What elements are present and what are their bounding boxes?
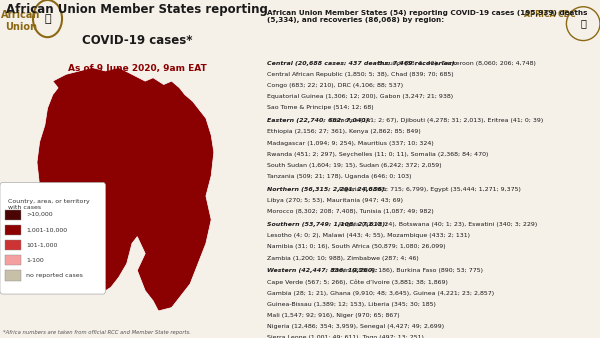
Text: Benin (288; 4; 186), Burkina Faso (890; 53; 775): Benin (288; 4; 186), Burkina Faso (890; … xyxy=(328,268,483,273)
Text: Equatorial Guinea (1,306; 12; 200), Gabon (3,247; 21; 938): Equatorial Guinea (1,306; 12; 200), Gabo… xyxy=(268,94,454,99)
Text: Northern (56,315; 2,291; 24,686):: Northern (56,315; 2,291; 24,686): xyxy=(268,187,388,192)
Text: Madagascar (1,094; 9; 254), Mauritius (337; 10; 324): Madagascar (1,094; 9; 254), Mauritius (3… xyxy=(268,141,434,146)
Text: Libya (270; 5; 53), Mauritania (947; 43; 69): Libya (270; 5; 53), Mauritania (947; 43;… xyxy=(268,198,403,203)
Text: Tanzania (509; 21; 178), Uganda (646; 0; 103): Tanzania (509; 21; 178), Uganda (646; 0;… xyxy=(268,174,412,179)
Text: Rwanda (451; 2; 297), Seychelles (11; 0; 11), Somalia (2,368; 84; 470): Rwanda (451; 2; 297), Seychelles (11; 0;… xyxy=(268,152,489,157)
Text: Mali (1,547; 92; 916), Niger (970; 65; 867): Mali (1,547; 92; 916), Niger (970; 65; 8… xyxy=(268,313,400,318)
Text: 🌍: 🌍 xyxy=(580,19,586,29)
Text: Sierra Leone (1,001; 49; 611), Togo (497; 13; 251): Sierra Leone (1,001; 49; 611), Togo (497… xyxy=(268,335,424,338)
Text: Central (20,688 cases; 437 deaths; 7,469 recoveries):: Central (20,688 cases; 437 deaths; 7,469… xyxy=(268,61,457,66)
Text: Namibia (31; 0; 16), South Africa (50,879; 1,080; 26,099): Namibia (31; 0; 16), South Africa (50,87… xyxy=(268,244,446,249)
FancyBboxPatch shape xyxy=(5,210,21,220)
Text: 1-100: 1-100 xyxy=(26,258,44,263)
Text: *Africa numbers are taken from official RCC and Member State reports.: *Africa numbers are taken from official … xyxy=(2,330,191,335)
FancyBboxPatch shape xyxy=(0,183,106,294)
Text: Burundi (83; 1; 45), Cameroon (8,060; 206; 4,748): Burundi (83; 1; 45), Cameroon (8,060; 20… xyxy=(374,61,536,66)
Text: 101-1,000: 101-1,000 xyxy=(26,243,58,247)
Text: Ethiopia (2,156; 27; 361), Kenya (2,862; 85; 849): Ethiopia (2,156; 27; 361), Kenya (2,862;… xyxy=(268,129,421,135)
Text: Algeria (10,265; 715; 6,799), Egypt (35,444; 1,271; 9,375): Algeria (10,265; 715; 6,799), Egypt (35,… xyxy=(334,187,521,192)
Text: Sao Tome & Principe (514; 12; 68): Sao Tome & Principe (514; 12; 68) xyxy=(268,105,374,111)
Text: Country, area, or territory
with cases: Country, area, or territory with cases xyxy=(8,199,89,210)
Text: Guinea-Bissau (1,389; 12; 153), Liberia (345; 30; 185): Guinea-Bissau (1,389; 12; 153), Liberia … xyxy=(268,302,436,307)
Text: Cape Verde (567; 5; 266), Côte d’Ivoire (3,881; 38; 1,869): Cape Verde (567; 5; 266), Côte d’Ivoire … xyxy=(268,280,448,285)
FancyBboxPatch shape xyxy=(5,240,21,250)
Text: Western (42,447; 836; 19,260):: Western (42,447; 836; 19,260): xyxy=(268,268,378,273)
Text: Eastern (22,740; 662; 7,040):: Eastern (22,740; 662; 7,040): xyxy=(268,118,371,123)
Text: 1,001-10,000: 1,001-10,000 xyxy=(26,227,68,232)
Text: Nigeria (12,486; 354; 3,959), Senegal (4,427; 49; 2,699): Nigeria (12,486; 354; 3,959), Senegal (4… xyxy=(268,324,445,329)
Polygon shape xyxy=(37,68,214,311)
Text: Congo (683; 22; 210), DRC (4,106; 88; 537): Congo (683; 22; 210), DRC (4,106; 88; 53… xyxy=(268,83,403,88)
Text: As of 9 June 2020, 9am EAT: As of 9 June 2020, 9am EAT xyxy=(68,64,206,73)
Text: African Union Member States reporting: African Union Member States reporting xyxy=(7,3,268,16)
Text: Gambia (28; 1; 21), Ghana (9,910; 48; 3,645), Guinea (4,221; 23; 2,857): Gambia (28; 1; 21), Ghana (9,910; 48; 3,… xyxy=(268,291,494,296)
Text: Comoros (141; 2; 67), Djibouti (4,278; 31; 2,013), Eritrea (41; 0; 39): Comoros (141; 2; 67), Djibouti (4,278; 3… xyxy=(326,118,543,123)
Text: South Sudan (1,604; 19; 15), Sudan (6,242; 372; 2,059): South Sudan (1,604; 19; 15), Sudan (6,24… xyxy=(268,163,442,168)
Text: African
Union: African Union xyxy=(1,10,41,32)
Text: Zambia (1,200; 10; 988), Zimbabwe (287; 4; 46): Zambia (1,200; 10; 988), Zimbabwe (287; … xyxy=(268,256,419,261)
FancyBboxPatch shape xyxy=(5,225,21,235)
FancyBboxPatch shape xyxy=(5,270,21,281)
Text: Southern (53,749; 1,108; 27,613):: Southern (53,749; 1,108; 27,613): xyxy=(268,222,388,227)
Text: Central African Republic (1,850; 5; 38), Chad (839; 70; 685): Central African Republic (1,850; 5; 38),… xyxy=(268,72,454,77)
FancyBboxPatch shape xyxy=(5,255,21,265)
Text: COVID-19 cases*: COVID-19 cases* xyxy=(82,34,193,47)
Text: >10,000: >10,000 xyxy=(26,212,53,217)
Text: no reported cases: no reported cases xyxy=(26,273,83,278)
Text: Lesotho (4; 0; 2), Malawi (443; 4; 55), Mozambique (433; 2; 131): Lesotho (4; 0; 2), Malawi (443; 4; 55), … xyxy=(268,233,470,238)
Text: 🌍: 🌍 xyxy=(44,14,51,24)
Text: African Union Member States (54) reporting COVID-19 cases (195,939) deaths
(5,33: African Union Member States (54) reporti… xyxy=(268,10,588,23)
Text: Angola (92; 4; 24), Botswana (40; 1; 23), Eswatini (340; 3; 229): Angola (92; 4; 24), Botswana (40; 1; 23)… xyxy=(334,222,537,227)
Text: AFRICA CDC: AFRICA CDC xyxy=(524,10,575,19)
Text: Morocco (8,302; 208; 7,408), Tunisia (1,087; 49; 982): Morocco (8,302; 208; 7,408), Tunisia (1,… xyxy=(268,209,434,214)
